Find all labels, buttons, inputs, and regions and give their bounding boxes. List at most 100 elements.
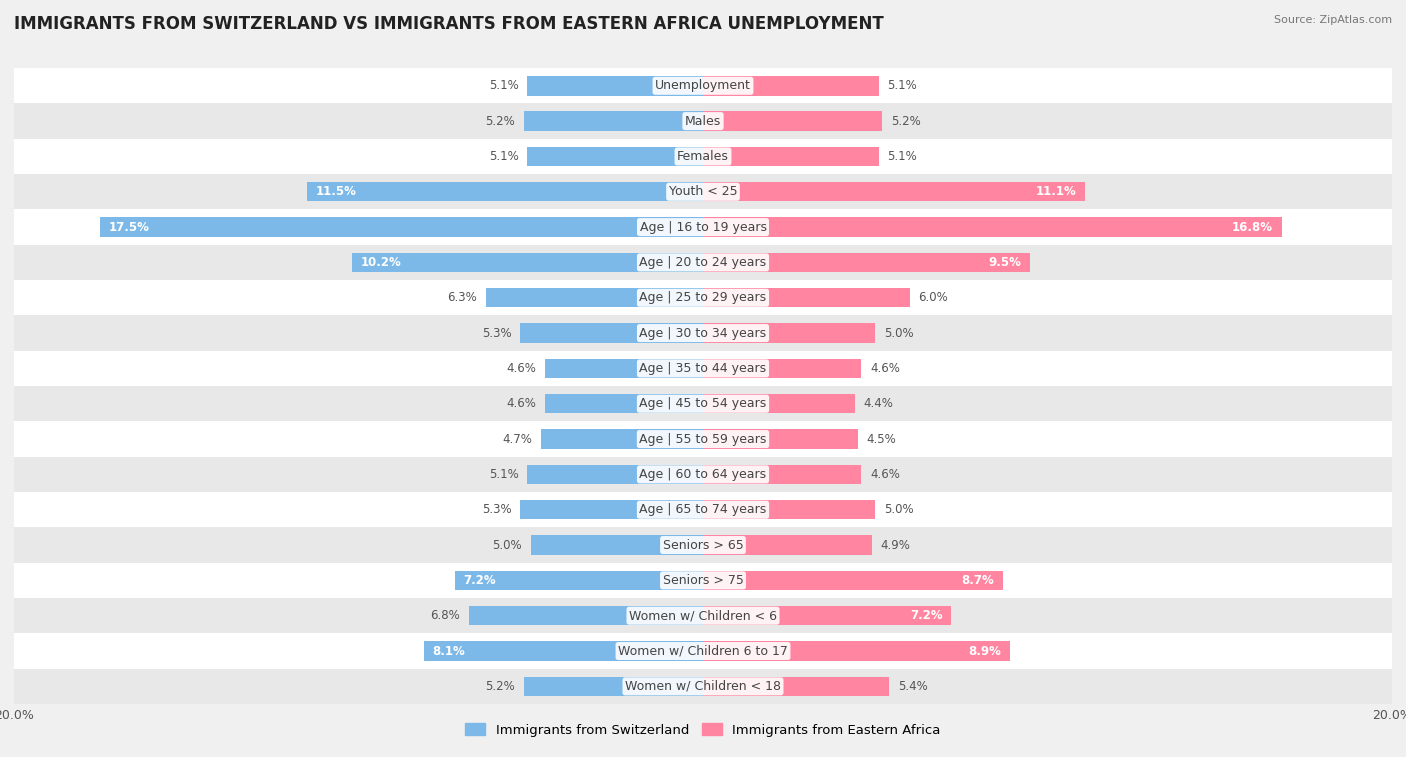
Bar <box>14 492 1392 528</box>
Bar <box>14 422 1392 456</box>
Text: 5.1%: 5.1% <box>887 150 917 163</box>
Text: 7.2%: 7.2% <box>910 609 942 622</box>
Bar <box>544 359 703 378</box>
Bar <box>14 68 1392 104</box>
Text: 4.6%: 4.6% <box>870 468 900 481</box>
Bar <box>14 598 1392 634</box>
Bar <box>703 571 1002 590</box>
Text: 5.4%: 5.4% <box>897 680 928 693</box>
Text: 17.5%: 17.5% <box>108 220 149 234</box>
Bar <box>307 182 703 201</box>
Text: 5.0%: 5.0% <box>884 326 914 340</box>
Text: 5.2%: 5.2% <box>891 114 921 128</box>
Text: 4.4%: 4.4% <box>863 397 893 410</box>
Bar <box>14 634 1392 668</box>
Text: 4.6%: 4.6% <box>506 362 536 375</box>
Text: 8.9%: 8.9% <box>969 644 1001 658</box>
Bar <box>703 253 1031 273</box>
Bar <box>14 528 1392 562</box>
Bar <box>425 641 703 661</box>
Bar <box>468 606 703 625</box>
Text: 10.2%: 10.2% <box>360 256 401 269</box>
Text: Age | 60 to 64 years: Age | 60 to 64 years <box>640 468 766 481</box>
Text: Age | 25 to 29 years: Age | 25 to 29 years <box>640 291 766 304</box>
Bar <box>703 182 1085 201</box>
Text: 11.5%: 11.5% <box>315 185 356 198</box>
Text: Age | 65 to 74 years: Age | 65 to 74 years <box>640 503 766 516</box>
Bar <box>14 210 1392 245</box>
Text: 4.7%: 4.7% <box>502 432 533 446</box>
Text: 8.7%: 8.7% <box>962 574 994 587</box>
Bar <box>703 359 862 378</box>
Text: 4.9%: 4.9% <box>880 538 910 552</box>
Text: 8.1%: 8.1% <box>433 644 465 658</box>
Bar <box>703 323 875 343</box>
Bar <box>527 465 703 484</box>
Bar <box>531 535 703 555</box>
Text: 16.8%: 16.8% <box>1232 220 1272 234</box>
Bar <box>14 562 1392 598</box>
Bar <box>524 677 703 696</box>
Bar <box>703 394 855 413</box>
Bar <box>703 288 910 307</box>
Bar <box>14 174 1392 210</box>
Bar <box>100 217 703 237</box>
Bar <box>456 571 703 590</box>
Bar <box>520 323 703 343</box>
Bar <box>527 147 703 167</box>
Text: 4.6%: 4.6% <box>506 397 536 410</box>
Text: 5.1%: 5.1% <box>887 79 917 92</box>
Text: Youth < 25: Youth < 25 <box>669 185 737 198</box>
Bar <box>703 429 858 449</box>
Text: 5.1%: 5.1% <box>489 79 519 92</box>
Text: 5.0%: 5.0% <box>884 503 914 516</box>
Bar <box>544 394 703 413</box>
Text: 11.1%: 11.1% <box>1036 185 1077 198</box>
Text: 4.6%: 4.6% <box>870 362 900 375</box>
Text: 5.3%: 5.3% <box>482 503 512 516</box>
Text: 5.2%: 5.2% <box>485 114 515 128</box>
Text: Males: Males <box>685 114 721 128</box>
Bar <box>352 253 703 273</box>
Bar <box>524 111 703 131</box>
Bar <box>703 641 1010 661</box>
Text: Age | 35 to 44 years: Age | 35 to 44 years <box>640 362 766 375</box>
Bar <box>703 500 875 519</box>
Bar <box>703 677 889 696</box>
Bar <box>520 500 703 519</box>
Text: Unemployment: Unemployment <box>655 79 751 92</box>
Bar <box>14 245 1392 280</box>
Text: Seniors > 65: Seniors > 65 <box>662 538 744 552</box>
Text: Age | 16 to 19 years: Age | 16 to 19 years <box>640 220 766 234</box>
Text: 5.2%: 5.2% <box>485 680 515 693</box>
Text: Women w/ Children < 6: Women w/ Children < 6 <box>628 609 778 622</box>
Text: Age | 45 to 54 years: Age | 45 to 54 years <box>640 397 766 410</box>
Bar <box>703 111 882 131</box>
Bar <box>14 104 1392 139</box>
Bar <box>703 76 879 95</box>
Text: 6.3%: 6.3% <box>447 291 478 304</box>
Text: 4.5%: 4.5% <box>866 432 897 446</box>
Bar <box>703 535 872 555</box>
Bar <box>14 668 1392 704</box>
Bar <box>703 606 950 625</box>
Text: IMMIGRANTS FROM SWITZERLAND VS IMMIGRANTS FROM EASTERN AFRICA UNEMPLOYMENT: IMMIGRANTS FROM SWITZERLAND VS IMMIGRANT… <box>14 15 884 33</box>
Text: Age | 30 to 34 years: Age | 30 to 34 years <box>640 326 766 340</box>
Text: Age | 20 to 24 years: Age | 20 to 24 years <box>640 256 766 269</box>
Bar <box>14 280 1392 316</box>
Bar <box>527 76 703 95</box>
Text: Age | 55 to 59 years: Age | 55 to 59 years <box>640 432 766 446</box>
Bar <box>703 147 879 167</box>
Text: 7.2%: 7.2% <box>464 574 496 587</box>
Text: 6.0%: 6.0% <box>918 291 948 304</box>
Text: Women w/ Children < 18: Women w/ Children < 18 <box>626 680 780 693</box>
Bar <box>14 316 1392 350</box>
Legend: Immigrants from Switzerland, Immigrants from Eastern Africa: Immigrants from Switzerland, Immigrants … <box>460 718 946 742</box>
Text: Seniors > 75: Seniors > 75 <box>662 574 744 587</box>
Text: 5.3%: 5.3% <box>482 326 512 340</box>
Text: Women w/ Children 6 to 17: Women w/ Children 6 to 17 <box>619 644 787 658</box>
Text: 5.1%: 5.1% <box>489 150 519 163</box>
Text: 6.8%: 6.8% <box>430 609 460 622</box>
Bar <box>541 429 703 449</box>
Text: 9.5%: 9.5% <box>988 256 1022 269</box>
